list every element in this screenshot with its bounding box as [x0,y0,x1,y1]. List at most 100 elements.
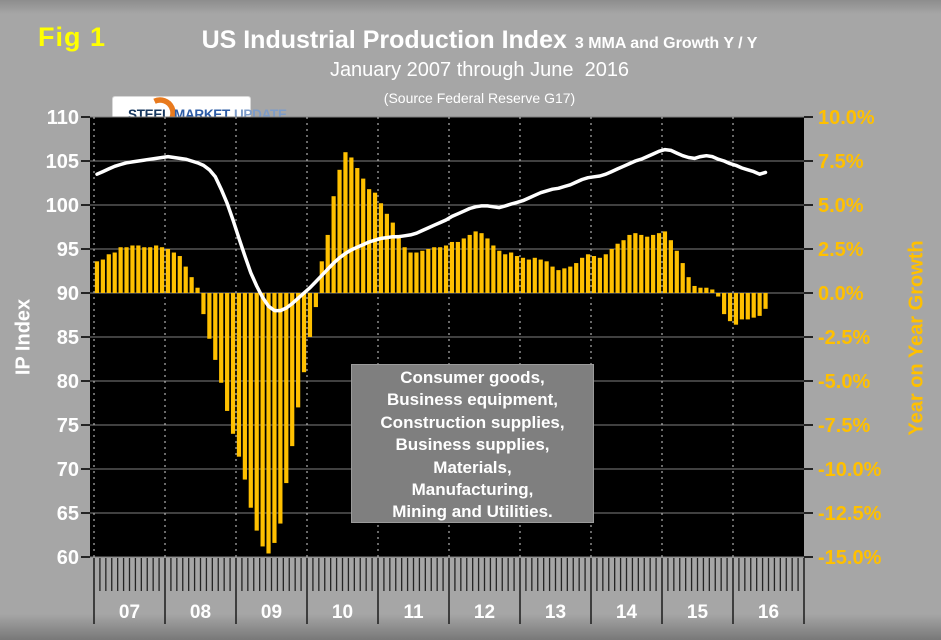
growth-bar [532,257,537,293]
right-axis-tick-label: 2.5% [818,239,864,261]
right-axis-tick-label: -7.5% [818,415,870,437]
left-axis-tick-label: 80 [57,371,79,393]
growth-bar [313,293,318,308]
growth-bar [461,238,466,293]
growth-bar [432,247,437,293]
growth-bar [165,249,171,293]
growth-bar [656,233,662,293]
growth-bar [621,240,626,293]
growth-bar [106,254,111,293]
growth-bar [574,263,579,293]
growth-bar [307,293,313,337]
right-axis-tick-label: 7.5% [818,151,864,173]
growth-bar [550,266,555,293]
growth-bar [763,293,768,309]
growth-bar [727,293,733,322]
growth-bar [580,257,585,293]
growth-bar [396,234,401,293]
growth-bar [668,240,673,293]
right-axis-tick-label: -2.5% [818,327,870,349]
growth-bar [272,293,277,543]
annotation-line: Materials, [433,457,512,477]
growth-bar [201,293,206,315]
growth-bar [349,157,354,293]
left-axis-tick-label: 65 [57,503,79,525]
growth-bar [568,266,573,293]
annotation-line: Construction supplies, [380,412,565,432]
growth-bar [408,252,413,293]
growth-bar [526,259,531,293]
growth-bar [438,247,443,293]
growth-bar [503,254,508,293]
growth-bar [651,234,656,293]
growth-bar [745,293,750,320]
growth-bar [562,268,567,293]
ip-index-line [95,147,768,313]
growth-bar [757,293,762,316]
x-axis-year-label: 10 [332,602,353,623]
growth-bar [219,293,224,383]
growth-bar [402,247,407,293]
growth-bar [627,234,632,293]
growth-bar [284,293,289,484]
growth-bar [591,256,597,293]
left-axis-tick-label: 70 [57,459,79,481]
right-axis-tick-label: -15.0% [818,547,882,569]
growth-bar [290,293,295,447]
growth-bar [662,231,668,293]
growth-bar [473,231,478,293]
left-axis-tick-label: 75 [57,415,79,437]
growth-bar [692,285,697,293]
growth-bar [183,266,188,293]
growth-bar [520,257,526,293]
chart-title: US Industrial Production Index 3 MMA and … [0,26,941,55]
chart-title-main: US Industrial Production Index [201,26,567,54]
growth-bar [361,178,366,293]
annotation-line: Business supplies, [395,435,550,455]
annotation-line: Consumer goods, [400,368,545,387]
growth-bar [171,252,176,293]
growth-bar [556,270,561,293]
growth-bar [609,249,614,293]
x-axis-year-label: 08 [190,602,211,623]
x-axis-year-label: 09 [261,602,282,623]
growth-bar [751,293,756,318]
growth-bar [710,289,715,293]
growth-bar [248,293,253,508]
growth-bar [639,234,644,293]
left-axis-tick-label: 110 [47,107,79,129]
growth-bar [154,245,159,293]
annotation-line: Manufacturing, [411,480,534,500]
x-axis-year-label: 13 [545,602,566,623]
annotation-line: Business equipment, [387,390,558,410]
chart-subtitle: January 2007 through June 2016 [329,59,630,81]
growth-bar [189,277,194,293]
right-axis-tick-label: 10.0% [818,107,875,129]
growth-bar [497,250,502,293]
growth-bar [733,293,739,325]
growth-bar [177,256,182,293]
figure-number-label: Fig 1 [38,22,107,52]
growth-bar [686,277,691,293]
growth-bar [615,243,620,293]
x-axis-year-label: 12 [474,602,495,623]
right-axis-tick-label: -12.5% [818,503,882,525]
growth-bar [112,252,117,293]
growth-bar [538,259,543,293]
growth-bar [443,245,449,293]
growth-bar [633,233,638,293]
growth-bar [254,293,259,531]
growth-bar [301,293,307,373]
growth-bar [384,213,389,293]
x-axis-year-label: 16 [758,602,779,623]
growth-bar [467,234,472,293]
growth-bar [449,241,455,293]
growth-bar [325,234,330,293]
growth-bar [603,254,608,293]
growth-bar [455,241,460,293]
growth-bar [195,287,200,293]
growth-bar [142,247,147,293]
left-axis-tick-label: 95 [57,239,79,261]
growth-bar [207,293,212,339]
growth-bar [331,196,336,293]
